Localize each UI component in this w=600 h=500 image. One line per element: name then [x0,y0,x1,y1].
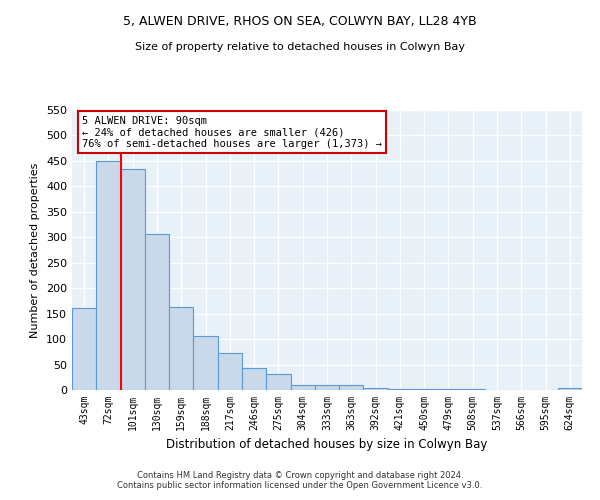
Y-axis label: Number of detached properties: Number of detached properties [31,162,40,338]
Bar [315,386,339,390]
Bar [558,388,582,390]
Bar [364,388,388,390]
Bar [193,336,218,390]
Text: 5, ALWEN DRIVE, RHOS ON SEA, COLWYN BAY, LL28 4YB: 5, ALWEN DRIVE, RHOS ON SEA, COLWYN BAY,… [123,15,477,28]
Bar [96,162,121,390]
Bar [388,389,412,390]
Bar [72,308,96,390]
Bar [169,306,193,390]
Bar [242,368,266,390]
Bar [218,353,242,390]
Bar [121,168,145,390]
X-axis label: Distribution of detached houses by size in Colwyn Bay: Distribution of detached houses by size … [166,438,488,452]
Bar [266,374,290,390]
Bar [290,385,315,390]
Text: 5 ALWEN DRIVE: 90sqm
← 24% of detached houses are smaller (426)
76% of semi-deta: 5 ALWEN DRIVE: 90sqm ← 24% of detached h… [82,116,382,149]
Text: Contains HM Land Registry data © Crown copyright and database right 2024.
Contai: Contains HM Land Registry data © Crown c… [118,470,482,490]
Bar [145,234,169,390]
Text: Size of property relative to detached houses in Colwyn Bay: Size of property relative to detached ho… [135,42,465,52]
Bar [339,386,364,390]
